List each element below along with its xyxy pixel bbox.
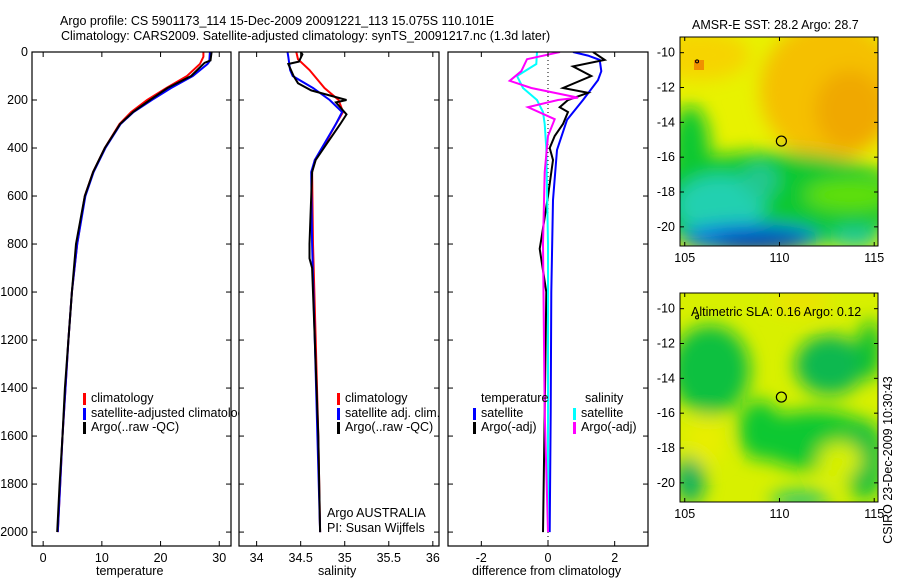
x-tick-label: 35.5 bbox=[377, 551, 401, 565]
legend-label-argo: Argo(..raw -QC) bbox=[345, 420, 434, 434]
map-y-tick-label: -10 bbox=[657, 46, 675, 60]
map-y-tick-label: -18 bbox=[657, 185, 675, 199]
map-y-tick-label: -14 bbox=[657, 115, 675, 129]
legend-swatch-argo bbox=[337, 422, 340, 434]
map-x-tick-label: 105 bbox=[674, 507, 695, 521]
legend-label-sal-argo: Argo(-adj) bbox=[581, 420, 637, 434]
plot-frame bbox=[238, 51, 440, 547]
y-tick-label: 1400 bbox=[0, 381, 28, 395]
credit-line2: PI: Susan Wijffels bbox=[327, 521, 425, 535]
y-tick-label: 1200 bbox=[0, 333, 28, 347]
legend-label-climatology: climatology bbox=[345, 391, 408, 405]
y-tick-label: 1800 bbox=[0, 477, 28, 491]
map-y-tick-label: -12 bbox=[657, 81, 675, 95]
legend-title-salinity: salinity bbox=[585, 391, 624, 405]
legend-swatch-climatology bbox=[83, 393, 86, 405]
sla-map bbox=[680, 293, 878, 502]
legend-label-argo: Argo(..raw -QC) bbox=[91, 420, 180, 434]
series-group bbox=[56, 52, 213, 533]
legend-swatch-argo bbox=[83, 422, 86, 434]
axes-layer: 0 10 20 30020040060080010001200140016001800… bbox=[0, 36, 884, 565]
legend-swatch-temp-argo bbox=[473, 422, 476, 434]
legend-label-satellite: satellite-adjusted climatology bbox=[91, 406, 239, 420]
legend-label-temp-argo: Argo(-adj) bbox=[481, 420, 537, 434]
x-tick-label: 35 bbox=[338, 551, 352, 565]
legend-swatch-satellite bbox=[337, 408, 340, 420]
x-tick-label: 2 bbox=[611, 551, 618, 565]
x-tick-label: -2 bbox=[476, 551, 487, 565]
series-line-satellite-adjusted-climatology bbox=[56, 52, 211, 533]
y-tick-label: 0 bbox=[21, 45, 28, 59]
sst-map bbox=[680, 37, 878, 246]
y-tick-label: 1600 bbox=[0, 429, 28, 443]
series-line-argo-raw-qc- bbox=[56, 52, 213, 533]
series-line-argo-raw-qc- bbox=[286, 52, 348, 533]
map-y-tick-label: -20 bbox=[657, 220, 675, 234]
y-tick-label: 800 bbox=[7, 237, 28, 251]
map-y-tick-label: -18 bbox=[657, 441, 675, 455]
figure-title-line2: Climatology: CARS2009. Satellite-adjuste… bbox=[61, 29, 551, 43]
sst-map-title: AMSR-E SST: 28.2 Argo: 28.7 bbox=[692, 18, 859, 32]
map-x-tick-label: 115 bbox=[864, 507, 884, 521]
legend-title-temperature: temperature bbox=[481, 391, 549, 405]
sla-map-title: Altimetric SLA: 0.16 Argo: 0.12 bbox=[691, 305, 862, 319]
map-x-tick-label: 110 bbox=[770, 507, 790, 521]
series-line-temperature-satellite bbox=[548, 52, 603, 533]
x-axis-label-salinity: salinity bbox=[318, 564, 357, 578]
map-x-tick-label: 115 bbox=[864, 251, 884, 265]
legend-label-climatology: climatology bbox=[91, 391, 154, 405]
island-marker bbox=[695, 315, 700, 320]
legend-swatch-sal-argo bbox=[573, 422, 576, 434]
map-y-tick-label: -16 bbox=[657, 406, 675, 420]
y-tick-label: 400 bbox=[7, 141, 28, 155]
map-y-tick-label: -16 bbox=[657, 150, 675, 164]
x-tick-label: 10 bbox=[95, 551, 109, 565]
y-tick-label: 1000 bbox=[0, 285, 28, 299]
x-tick-label: 36 bbox=[426, 551, 440, 565]
y-tick-label: 600 bbox=[7, 189, 28, 203]
x-axis-label-difference: difference from climatology bbox=[472, 564, 622, 578]
argo-position-marker bbox=[775, 391, 787, 403]
credit-line1: Argo AUSTRALIA bbox=[327, 506, 426, 520]
figure-title-line1: Argo profile: CS 5901173_114 15-Dec-2009… bbox=[60, 14, 495, 28]
series-line-temperature-argo-adj- bbox=[538, 52, 608, 533]
series-group bbox=[286, 52, 348, 533]
map-y-tick-label: -12 bbox=[657, 337, 675, 351]
map-y-tick-label: -20 bbox=[657, 476, 675, 490]
legend-label-temp-satellite: satellite bbox=[481, 406, 524, 420]
map-y-tick-label: -14 bbox=[657, 371, 675, 385]
map-y-tick-label: -10 bbox=[657, 302, 675, 316]
x-tick-label: 34 bbox=[250, 551, 264, 565]
plot-frame bbox=[31, 51, 232, 547]
map-x-tick-label: 105 bbox=[674, 251, 695, 265]
x-tick-label: 34.5 bbox=[289, 551, 313, 565]
x-tick-label: 30 bbox=[212, 551, 226, 565]
legend-label-satellite: satellite adj. clim. bbox=[345, 406, 441, 420]
y-tick-label: 200 bbox=[7, 93, 28, 107]
series-line-salinity-satellite bbox=[515, 52, 549, 533]
legend-swatch-temp-satellite bbox=[473, 408, 476, 420]
x-tick-label: 0 bbox=[40, 551, 47, 565]
island-marker bbox=[695, 59, 700, 64]
legend-swatch-satellite bbox=[83, 408, 86, 420]
series-group bbox=[507, 52, 608, 533]
series-line-salinity-argo-adj- bbox=[507, 52, 579, 533]
argo-position-marker bbox=[775, 135, 787, 147]
legend-swatch-sal-satellite bbox=[573, 408, 576, 420]
x-tick-label: 0 bbox=[545, 551, 552, 565]
timestamp: CSIRO 23-Dec-2009 10:30:43 bbox=[881, 376, 895, 544]
legend-swatch-climatology bbox=[337, 393, 340, 405]
map-x-tick-label: 110 bbox=[770, 251, 790, 265]
series-line-climatology bbox=[56, 52, 205, 533]
x-axis-label-temperature: temperature bbox=[96, 564, 164, 578]
legend-label-sal-satellite: satellite bbox=[581, 406, 624, 420]
y-tick-label: 2000 bbox=[0, 525, 28, 539]
x-tick-label: 20 bbox=[154, 551, 168, 565]
